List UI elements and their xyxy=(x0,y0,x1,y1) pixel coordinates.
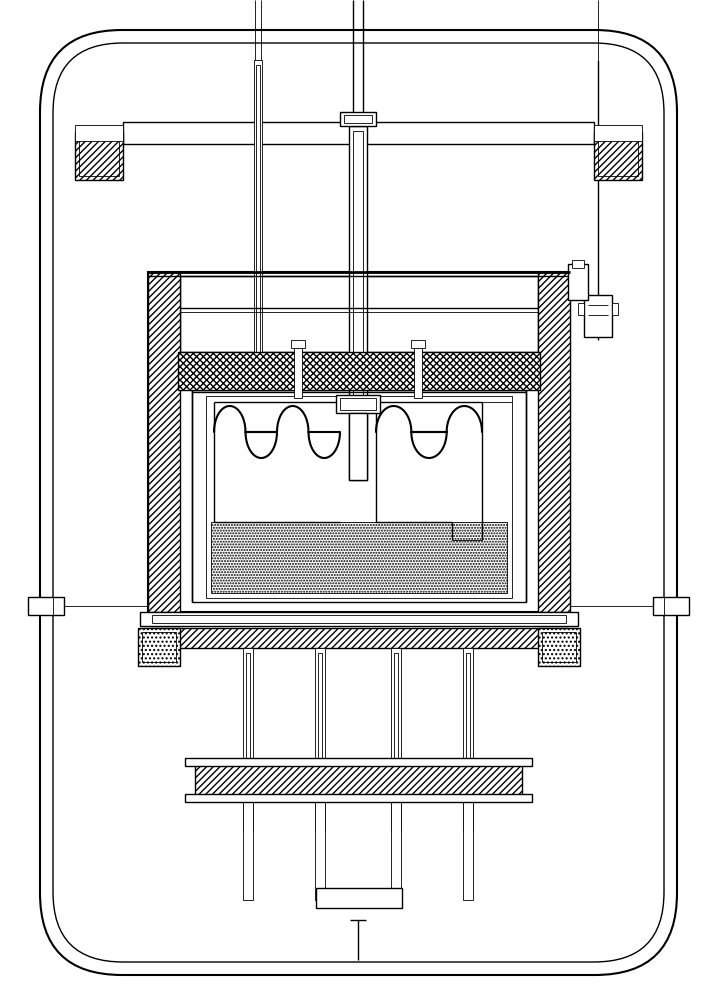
Bar xyxy=(411,340,425,348)
Bar xyxy=(148,272,570,612)
Bar xyxy=(394,653,398,825)
Bar xyxy=(178,352,540,390)
Bar xyxy=(572,260,584,268)
Bar xyxy=(75,125,123,141)
Bar xyxy=(254,60,262,380)
Bar xyxy=(294,344,302,398)
Bar xyxy=(538,628,580,666)
Bar xyxy=(538,272,570,612)
Bar xyxy=(542,632,576,662)
Bar xyxy=(318,653,322,825)
Bar xyxy=(316,888,402,908)
Bar xyxy=(152,615,566,623)
Bar xyxy=(349,413,367,480)
Bar xyxy=(463,648,473,830)
Bar xyxy=(594,125,642,141)
Bar xyxy=(138,628,180,666)
Bar xyxy=(180,276,538,352)
Bar xyxy=(291,340,305,348)
Bar xyxy=(466,653,470,825)
Bar xyxy=(185,794,532,802)
Bar xyxy=(246,653,250,825)
Bar xyxy=(463,802,473,900)
Bar xyxy=(340,112,376,126)
Bar xyxy=(353,131,363,475)
Bar xyxy=(243,648,253,830)
Bar xyxy=(336,395,380,413)
Bar xyxy=(140,612,578,626)
Bar xyxy=(349,126,367,480)
Bar xyxy=(185,758,532,766)
Bar xyxy=(195,762,522,798)
Bar xyxy=(256,65,260,375)
Bar xyxy=(150,628,568,648)
Bar xyxy=(192,390,526,602)
Bar xyxy=(75,132,123,180)
Bar xyxy=(28,597,64,615)
Bar xyxy=(598,136,638,176)
Bar xyxy=(414,344,422,398)
Bar xyxy=(391,648,401,830)
Bar xyxy=(315,802,325,900)
Bar xyxy=(594,132,642,180)
Bar xyxy=(653,597,689,615)
Bar xyxy=(578,303,584,315)
Bar xyxy=(123,122,594,144)
Bar xyxy=(211,522,507,593)
Bar xyxy=(391,802,401,900)
Bar xyxy=(568,264,588,300)
Bar xyxy=(340,398,376,410)
Bar xyxy=(148,272,180,612)
Bar xyxy=(612,303,618,315)
Bar xyxy=(142,632,176,662)
Bar xyxy=(79,136,119,176)
Bar xyxy=(584,295,612,337)
Bar xyxy=(243,802,253,900)
Bar xyxy=(206,396,512,598)
Bar xyxy=(344,115,372,123)
Bar xyxy=(315,648,325,830)
FancyBboxPatch shape xyxy=(40,30,677,975)
